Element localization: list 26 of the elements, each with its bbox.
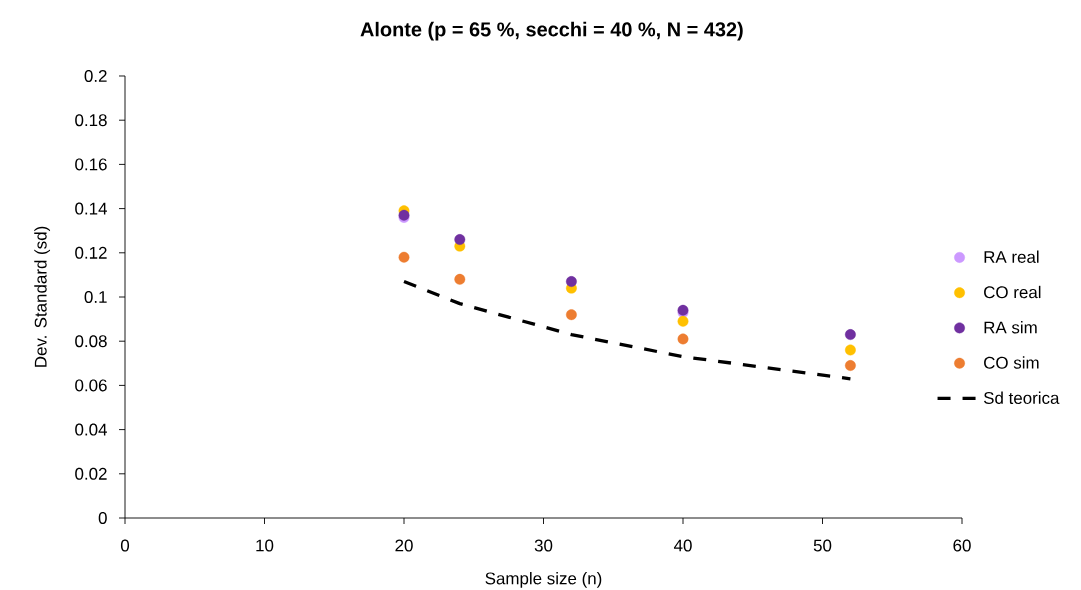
- y-tick-label: 0.12: [75, 246, 107, 259]
- x-tick-label: 30: [534, 539, 553, 552]
- y-tick-label: 0.2: [84, 70, 107, 82]
- y-tick-label: 0: [98, 512, 107, 524]
- legend-label: RA real: [984, 250, 1039, 263]
- x-axis-title: Sample size (n): [485, 571, 602, 588]
- y-tick-label: 0.18: [75, 114, 107, 127]
- y-tick-label: 0.1: [84, 291, 107, 303]
- x-tick-label: 60: [953, 539, 971, 552]
- legend-label: CO real: [984, 285, 1041, 299]
- x-tick-label: 10: [256, 539, 274, 552]
- y-tick-label: 0.02: [75, 467, 107, 480]
- y-tick-label: 0.06: [75, 379, 107, 392]
- x-tick-label: 0: [120, 539, 130, 552]
- legend-label: RA sim: [984, 321, 1037, 334]
- x-tick-label: 50: [813, 539, 832, 552]
- x-tick-label: 20: [395, 539, 413, 552]
- y-tick-label: 0.08: [75, 335, 107, 348]
- x-tick-label: 40: [673, 539, 692, 552]
- legend-label: Sd teorica: [983, 391, 1060, 405]
- y-axis-title: Dev. Standard (sd): [34, 226, 51, 367]
- chart-title: Alonte (p = 65 %, secchi = 40 %, N = 432): [360, 21, 743, 41]
- y-tick-label: 0.04: [75, 423, 107, 436]
- y-tick-label: 0.16: [75, 158, 107, 171]
- y-tick-label: 0.14: [75, 202, 107, 215]
- legend-label: CO sim: [984, 356, 1039, 369]
